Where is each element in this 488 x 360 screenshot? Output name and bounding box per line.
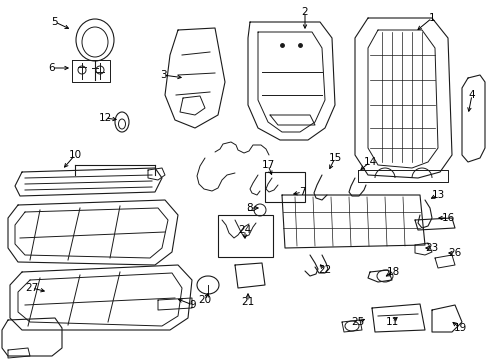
Text: 8: 8: [246, 203, 253, 213]
Text: 5: 5: [52, 17, 58, 27]
Text: 1: 1: [428, 13, 434, 23]
Text: 6: 6: [49, 63, 55, 73]
Text: 17: 17: [261, 160, 274, 170]
Text: 26: 26: [447, 248, 461, 258]
Text: 4: 4: [468, 90, 474, 100]
Text: 9: 9: [189, 300, 196, 310]
Text: 20: 20: [198, 295, 211, 305]
Text: 11: 11: [385, 317, 398, 327]
Text: 23: 23: [425, 243, 438, 253]
Text: 19: 19: [452, 323, 466, 333]
Text: 16: 16: [441, 213, 454, 223]
Text: 18: 18: [386, 267, 399, 277]
Text: 21: 21: [241, 297, 254, 307]
Bar: [218, 215, 272, 257]
Bar: [264, 172, 305, 202]
Text: 2: 2: [301, 7, 307, 17]
Text: 12: 12: [98, 113, 111, 123]
Text: 24: 24: [238, 225, 251, 235]
Text: 14: 14: [363, 157, 376, 167]
Text: 10: 10: [68, 150, 81, 160]
Text: 7: 7: [298, 187, 305, 197]
Text: 27: 27: [25, 283, 39, 293]
Text: 22: 22: [318, 265, 331, 275]
Text: 15: 15: [328, 153, 341, 163]
Text: 3: 3: [160, 70, 166, 80]
Text: 25: 25: [351, 317, 364, 327]
Text: 13: 13: [430, 190, 444, 200]
